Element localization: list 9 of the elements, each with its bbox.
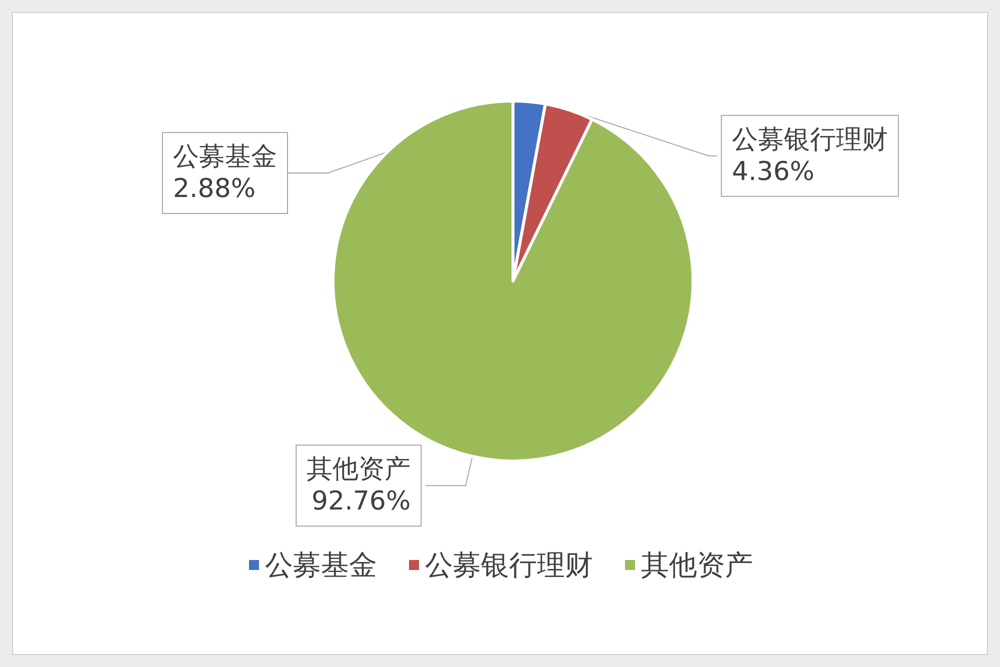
slice-label: 公募银行理财 [732,124,888,155]
legend-label: 公募基金 [265,548,377,582]
legend-label: 公募银行理财 [425,548,593,582]
data-label: 2.88% [173,174,256,204]
legend-label: 其他资产 [641,548,753,582]
slice-label: 其他资产 [306,454,411,485]
slice-label: 公募基金 [173,142,277,172]
data-label: 4.36% [732,156,814,187]
data-label: 92.76% [312,486,411,517]
